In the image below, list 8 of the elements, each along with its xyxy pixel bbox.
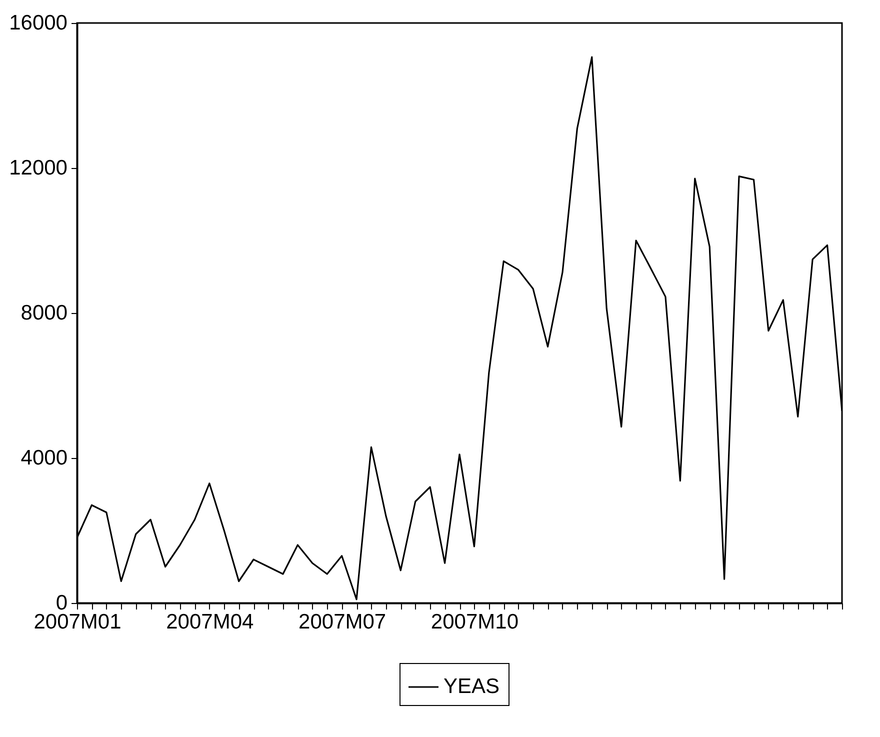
y-tick-label: 12000 (9, 156, 68, 180)
y-tick-label: 16000 (9, 12, 68, 34)
x-tick-label: 2007M10 (430, 610, 518, 634)
x-tick-label: 2007M07 (298, 610, 386, 634)
legend-label: YEAS (444, 675, 500, 698)
x-tick-label: 2007M04 (166, 610, 254, 634)
y-tick-label: 4000 (20, 446, 68, 470)
y-tick-label: 8000 (20, 302, 68, 324)
